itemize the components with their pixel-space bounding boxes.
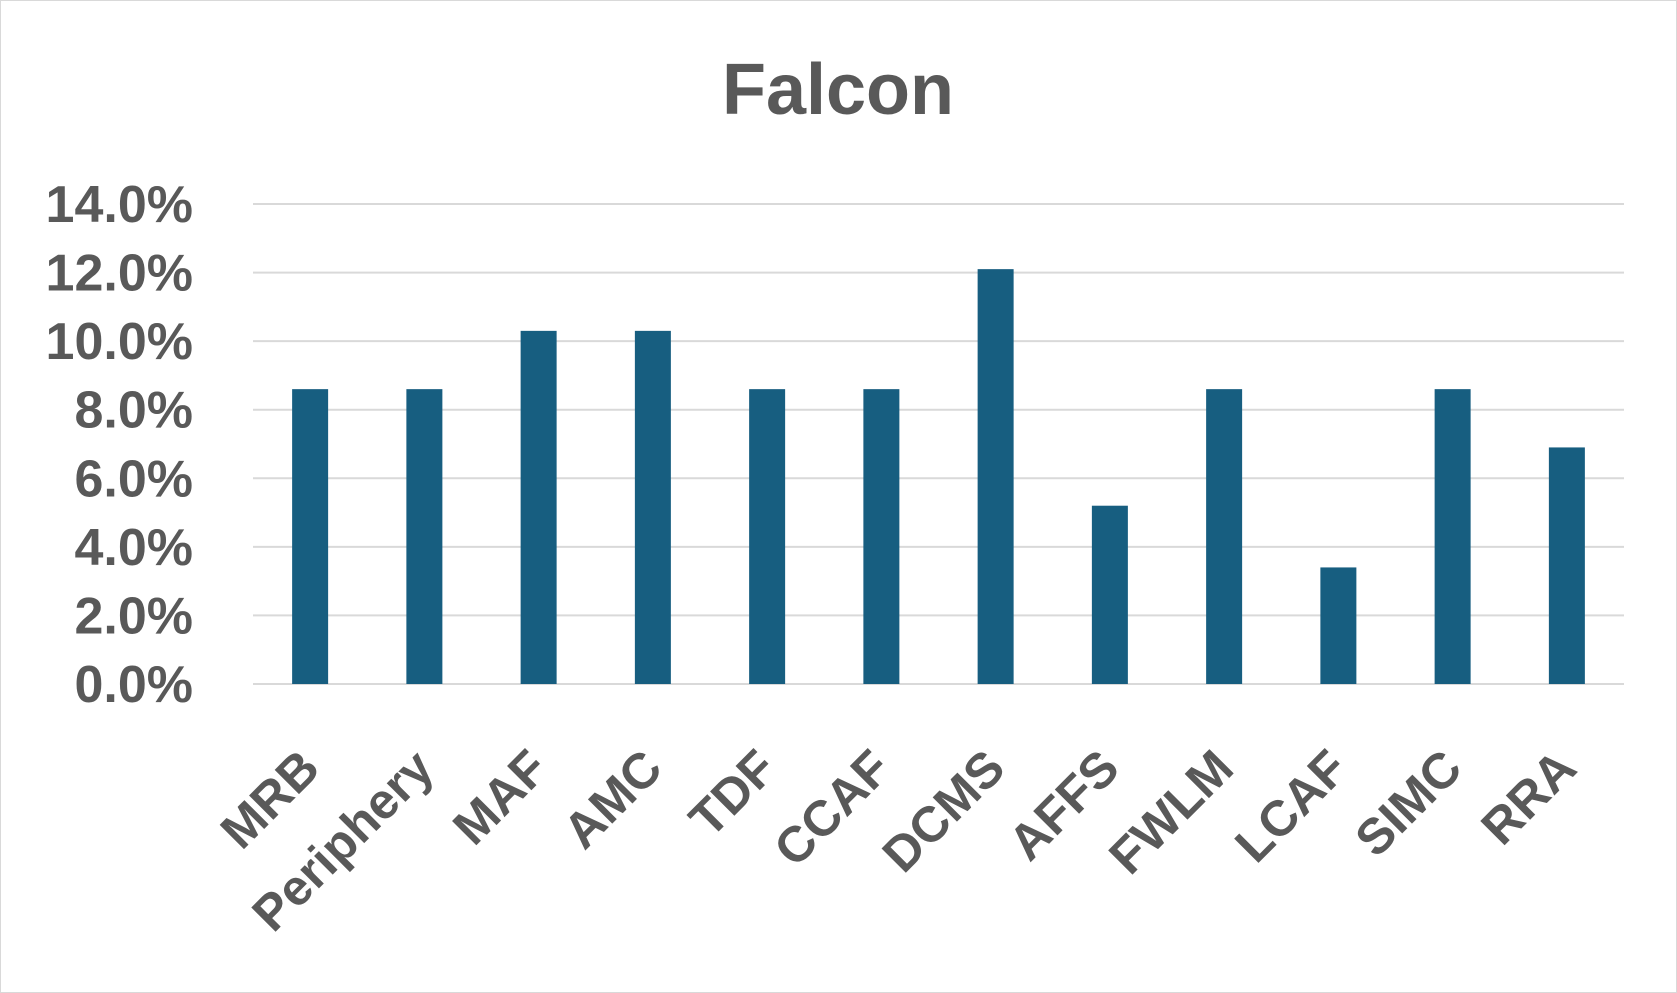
y-tick-label: 10.0%	[46, 313, 193, 371]
bar-tdf	[749, 389, 786, 684]
gridlines	[253, 203, 1624, 685]
chart-title: Falcon	[722, 50, 954, 130]
x-tick-label: RRA	[1470, 739, 1586, 855]
y-tick-label: 8.0%	[74, 382, 193, 440]
bar-simc	[1434, 389, 1471, 684]
y-tick-label: 6.0%	[74, 450, 193, 508]
y-tick-label: 12.0%	[46, 245, 193, 303]
bar-ccaf	[863, 389, 900, 684]
bar-maf	[520, 330, 557, 684]
x-tick-label: MAF	[442, 739, 558, 855]
x-tick-label: CCAF	[763, 739, 901, 877]
y-tick-label: 2.0%	[74, 587, 193, 645]
bars	[292, 269, 1585, 684]
y-tick-label: 14.0%	[46, 176, 193, 234]
bar-lcaf	[1320, 567, 1357, 684]
y-axis-ticks: 0.0% 2.0% 4.0% 6.0% 8.0% 10.0% 12.0% 14.0%	[46, 176, 193, 714]
bar-dcms	[977, 269, 1014, 684]
x-tick-label: SIMC	[1344, 739, 1472, 867]
bar-amc	[634, 330, 671, 684]
x-tick-label: DCMS	[872, 739, 1016, 883]
y-tick-label: 0.0%	[74, 656, 193, 714]
x-tick-label: AMC	[553, 739, 673, 859]
x-tick-label: LCAF	[1224, 739, 1358, 873]
bar-mrb	[292, 389, 329, 684]
bar-affs	[1091, 505, 1128, 684]
bar-fwlm	[1206, 389, 1243, 684]
y-tick-label: 4.0%	[74, 519, 193, 577]
bar-rra	[1548, 447, 1585, 684]
bar-periphery	[406, 389, 443, 684]
x-tick-label: FWLM	[1098, 739, 1244, 885]
